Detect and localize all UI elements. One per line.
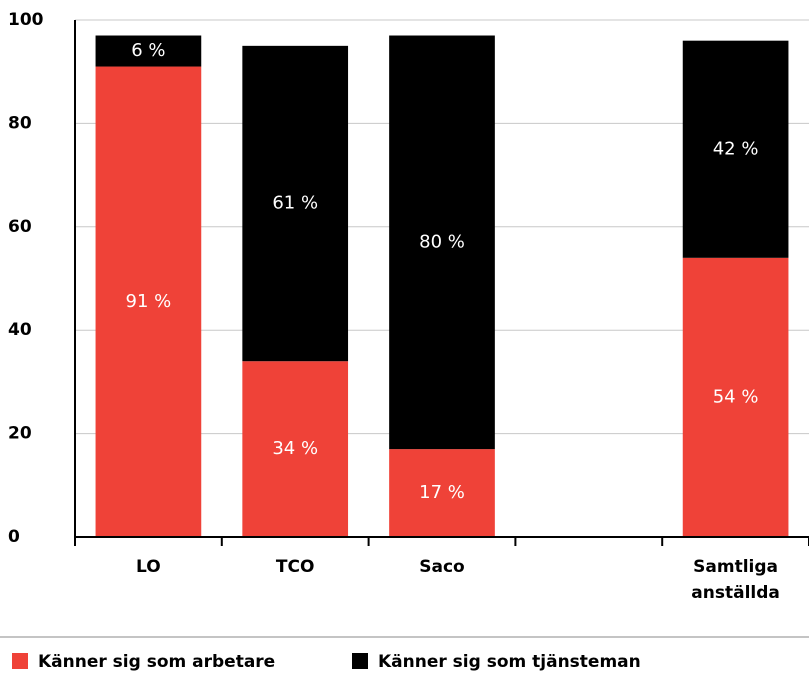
legend-swatch [12, 653, 28, 669]
value-label: 17 % [419, 482, 465, 503]
bar-segment [682, 257, 789, 537]
bar-segment [242, 45, 349, 362]
bar-segment [389, 35, 495, 450]
bar-segment [389, 449, 495, 537]
value-label: 34 % [272, 438, 318, 459]
bar-segment [682, 40, 789, 258]
legend-label: Känner sig som arbetare [38, 652, 275, 672]
x-tick-label: TCO [275, 557, 315, 577]
bar-segment [95, 66, 202, 537]
x-tick-label: Saco [419, 557, 465, 577]
bar-segment [242, 361, 349, 537]
bar-segment [95, 35, 202, 67]
y-tick-label: 0 [8, 527, 20, 547]
value-label: 61 % [272, 193, 318, 214]
legend-swatch [352, 653, 368, 669]
y-tick-label: 20 [8, 424, 32, 444]
legend-label: Känner sig som tjänsteman [378, 652, 641, 672]
value-label: 54 % [713, 386, 759, 407]
value-label: 6 % [131, 40, 165, 61]
y-tick-label: 80 [8, 113, 32, 133]
y-tick-label: 40 [8, 320, 32, 340]
value-label: 42 % [713, 138, 759, 159]
x-tick-label: Samtliga anställda [691, 557, 780, 603]
value-label: 80 % [419, 231, 465, 252]
y-tick-label: 60 [8, 217, 32, 237]
x-tick-label: LO [136, 557, 161, 577]
value-label: 91 % [126, 291, 172, 312]
y-tick-label: 100 [8, 10, 44, 30]
